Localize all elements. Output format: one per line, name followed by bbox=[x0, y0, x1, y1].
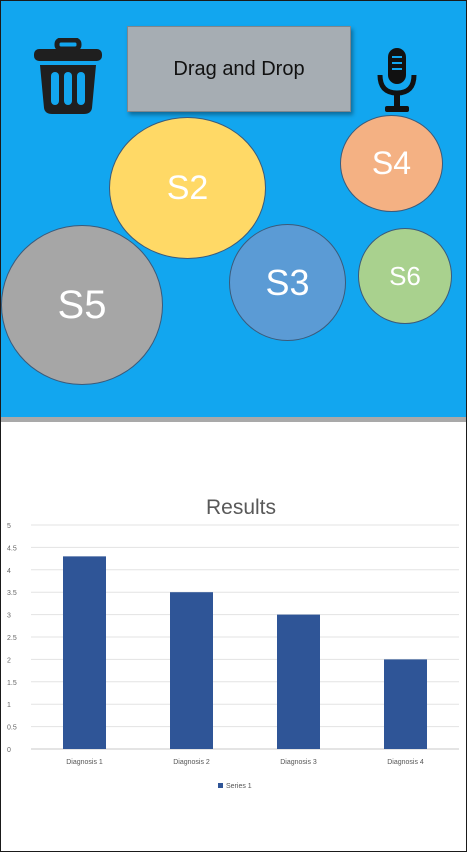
x-tick-label: Diagnosis 4 bbox=[387, 759, 424, 766]
results-chart: Results 0 0.5 1 1.5 2 2.5 3 3.5 4 4.5 5 Diagnosis … bbox=[1, 422, 466, 851]
bubble-s3-label: S3 bbox=[265, 261, 310, 303]
drag-drop-canvas: Drag and Drop S2 S4 S5 S3 S6 bbox=[1, 1, 466, 417]
drag-and-drop-label: Drag and Drop bbox=[127, 26, 351, 112]
trash-icon[interactable] bbox=[31, 37, 105, 116]
bubble-s2[interactable]: S2 bbox=[109, 117, 266, 259]
bubble-s4[interactable]: S4 bbox=[340, 115, 443, 212]
bar-4 bbox=[384, 659, 427, 749]
microphone-icon[interactable] bbox=[375, 45, 419, 115]
bubble-s5[interactable]: S5 bbox=[1, 225, 163, 385]
x-tick-label: Diagnosis 2 bbox=[173, 759, 210, 766]
y-tick-label: 2.5 bbox=[7, 635, 17, 642]
legend-swatch bbox=[218, 783, 223, 788]
y-tick-label: 2 bbox=[7, 657, 11, 664]
bubble-s5-label: S5 bbox=[57, 282, 107, 327]
bar-2 bbox=[170, 592, 213, 749]
y-tick-label: 5 bbox=[7, 523, 11, 530]
panel-divider bbox=[1, 417, 466, 422]
y-tick-label: 4 bbox=[7, 568, 11, 575]
legend-label: Series 1 bbox=[226, 783, 252, 790]
bar-1 bbox=[63, 556, 106, 749]
y-tick-label: 3 bbox=[7, 613, 11, 620]
y-tick-label: 1.5 bbox=[7, 680, 17, 687]
bar-3 bbox=[277, 614, 320, 749]
y-tick-label: 0.5 bbox=[7, 725, 17, 732]
chart-title: Results bbox=[206, 496, 276, 519]
x-tick-label: Diagnosis 3 bbox=[280, 759, 317, 766]
y-tick-label: 4.5 bbox=[7, 545, 17, 552]
y-tick-label: 3.5 bbox=[7, 590, 17, 597]
y-tick-label: 1 bbox=[7, 702, 11, 709]
x-tick-label: Diagnosis 1 bbox=[66, 759, 103, 766]
bubble-s6-label: S6 bbox=[389, 260, 421, 291]
bubble-s3[interactable]: S3 bbox=[229, 224, 346, 341]
bubble-s2-label: S2 bbox=[166, 168, 209, 207]
y-tick-label: 0 bbox=[7, 747, 11, 754]
bubble-s4-label: S4 bbox=[371, 145, 412, 181]
bubble-s6[interactable]: S6 bbox=[358, 228, 452, 324]
chart-legend: Series 1 bbox=[218, 783, 252, 790]
